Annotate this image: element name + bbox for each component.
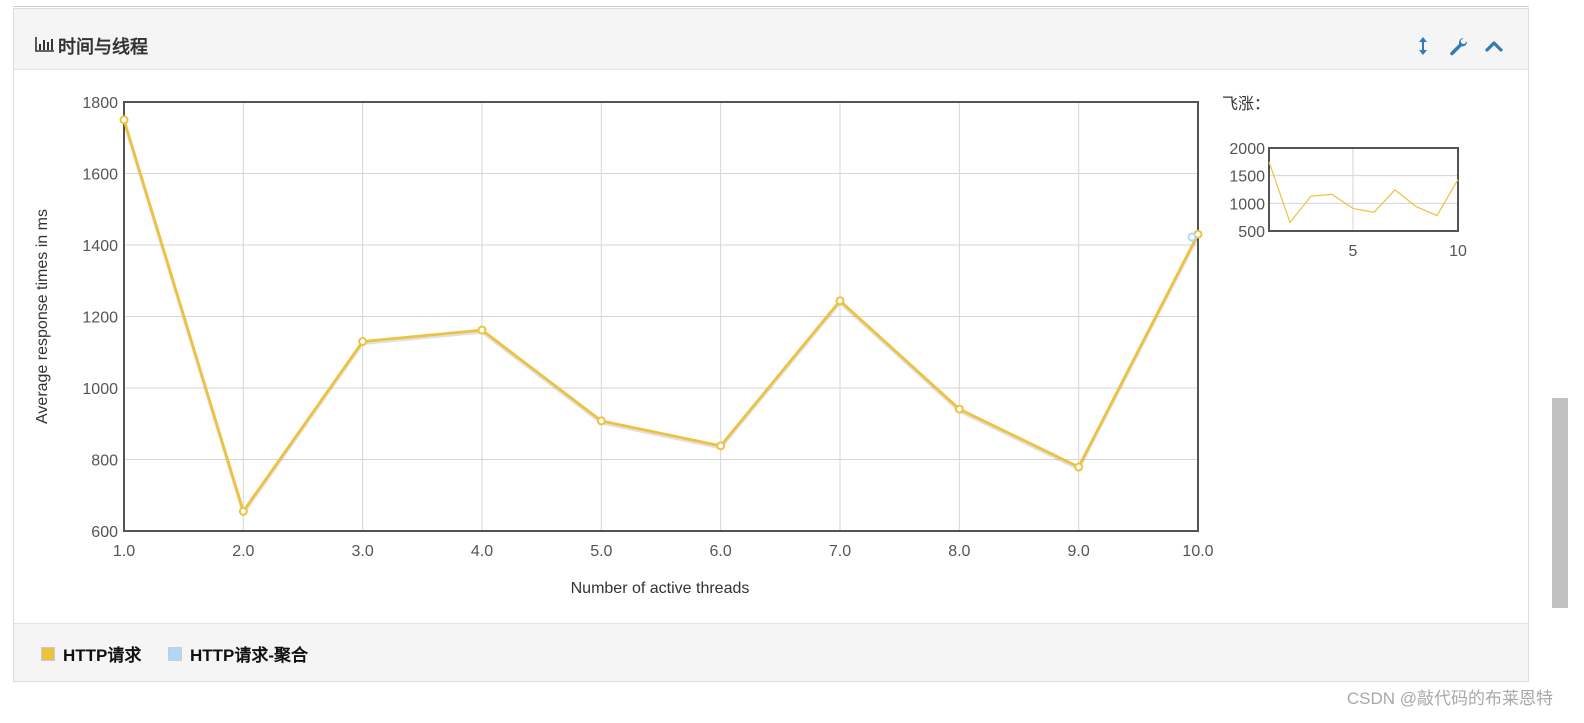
x-tick-label: 10.0 bbox=[1182, 543, 1213, 560]
data-point bbox=[119, 115, 129, 125]
panel-title-text: 时间与线程 bbox=[58, 37, 148, 57]
y-tick-label: 1800 bbox=[82, 95, 118, 112]
panel-title: 时间与线程 bbox=[35, 33, 148, 59]
chart-area: 1.0 2.0 3.0 4.0 5.0 6.0 7.0 8.0 9.0 10.0 600 800 100… bbox=[34, 95, 1467, 597]
y-tick-label: 1400 bbox=[82, 238, 118, 255]
plot-border bbox=[123, 101, 1199, 532]
legend-label: HTTP请求-聚合 bbox=[190, 646, 309, 665]
legend-swatch bbox=[168, 646, 182, 661]
data-point bbox=[1074, 462, 1084, 472]
chevron-up-icon[interactable] bbox=[1483, 35, 1505, 57]
x-axis-label: Number of active threads bbox=[571, 580, 750, 597]
legend-label: HTTP请求 bbox=[63, 646, 142, 665]
legend-bar: HTTP请求 HTTP请求-聚合 bbox=[14, 623, 1528, 681]
data-point bbox=[716, 441, 726, 451]
y-tick-label: 800 bbox=[91, 453, 118, 470]
bar-chart-icon bbox=[35, 36, 55, 57]
overview-y-tick-label: 500 bbox=[1238, 224, 1265, 241]
watermark: CSDN @敲代码的布莱恩特 bbox=[1346, 689, 1553, 708]
data-point bbox=[238, 506, 248, 516]
overview-y-tick-label: 2000 bbox=[1229, 141, 1265, 158]
data-point bbox=[954, 404, 964, 414]
y-tick-label: 1600 bbox=[82, 167, 118, 184]
overview-border bbox=[1268, 147, 1459, 232]
x-tick-label: 5.0 bbox=[590, 543, 612, 560]
y-tick-label: 1000 bbox=[82, 381, 118, 398]
series-line bbox=[122, 119, 1200, 513]
x-tick-label: 7.0 bbox=[829, 543, 851, 560]
time-vs-threads-panel: 时间与线程 1.0 2.0 3.0 4.0 5.0 6.0 7.0 8.0 9.0 10.0 600… bbox=[13, 8, 1529, 682]
x-tick-label: 9.0 bbox=[1068, 543, 1090, 560]
overview-y-tick-label: 1000 bbox=[1229, 196, 1265, 213]
legend-swatch bbox=[41, 646, 55, 661]
overview-x-tick-label: 10 bbox=[1449, 243, 1467, 260]
data-point bbox=[1187, 232, 1197, 242]
legend-item-http-request[interactable]: HTTP请求 bbox=[41, 641, 141, 666]
y-axis-label: Average response times in ms bbox=[34, 209, 51, 424]
data-point bbox=[358, 337, 368, 347]
series-line-shadow bbox=[122, 121, 1200, 517]
x-tick-label: 8.0 bbox=[948, 543, 970, 560]
wrench-icon[interactable] bbox=[1447, 35, 1469, 57]
resize-vertical-icon[interactable] bbox=[1412, 35, 1434, 57]
y-tick-label: 600 bbox=[91, 524, 118, 541]
overview-label: 飞涨： bbox=[1222, 95, 1270, 113]
overview-x-tick-label: 5 bbox=[1349, 243, 1358, 260]
overview-y-tick-label: 1500 bbox=[1229, 169, 1265, 186]
y-tick-label: 1200 bbox=[82, 310, 118, 327]
x-tick-label: 1.0 bbox=[113, 543, 135, 560]
page-scrollbar[interactable] bbox=[1551, 0, 1569, 723]
overview-series-line bbox=[1268, 161, 1459, 224]
x-tick-label: 6.0 bbox=[710, 543, 732, 560]
page-scrollbar-thumb[interactable] bbox=[1552, 398, 1568, 608]
legend-item-http-request-aggregate[interactable]: HTTP请求-聚合 bbox=[168, 641, 308, 666]
top-rule bbox=[13, 6, 1529, 7]
x-tick-label: 3.0 bbox=[352, 543, 374, 560]
panel-header: 时间与线程 bbox=[14, 9, 1528, 70]
data-point bbox=[835, 296, 845, 306]
x-tick-label: 2.0 bbox=[232, 543, 254, 560]
data-point bbox=[596, 416, 606, 426]
x-tick-label: 4.0 bbox=[471, 543, 493, 560]
data-point bbox=[477, 325, 487, 335]
